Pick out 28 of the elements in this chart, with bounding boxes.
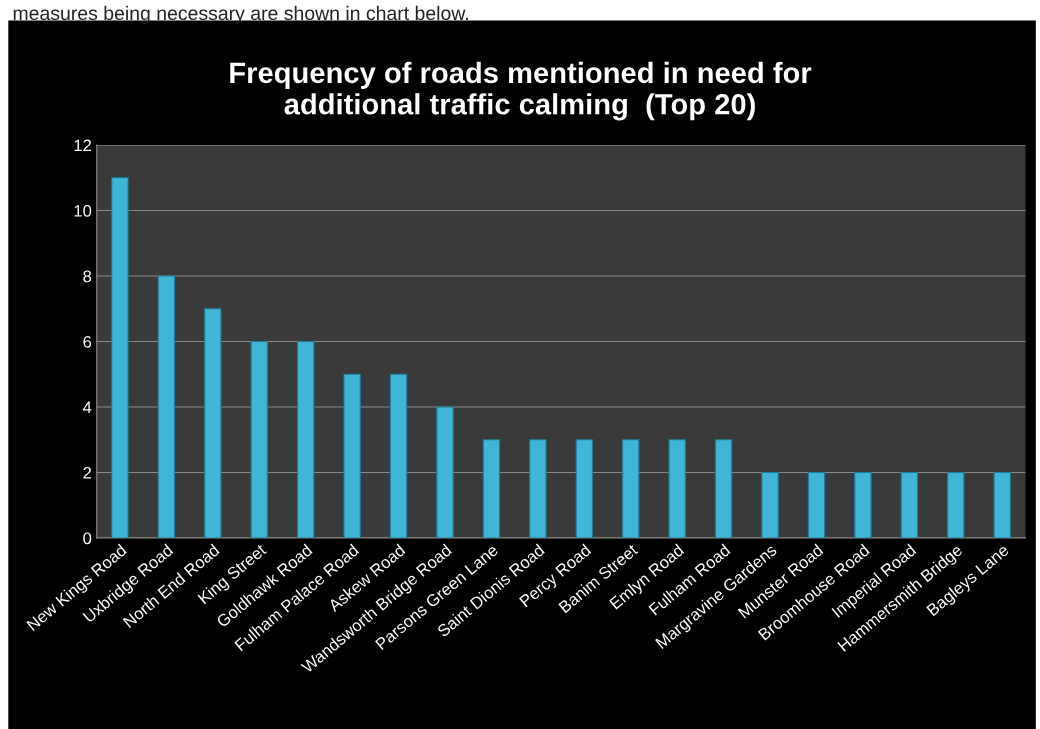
y-tick-label: 8 [83,270,92,283]
bar [529,439,547,538]
y-tick-label: 12 [74,139,92,152]
bar [204,308,222,538]
y-tick-label: 0 [83,532,92,545]
bar [575,439,593,538]
y-tick-label: 2 [83,466,92,479]
bar [436,406,454,538]
bar [761,471,779,538]
bar [343,373,361,538]
bar [482,439,501,538]
y-tick-label: 10 [74,204,92,217]
chart-title: Frequency of roads mentioned in need for additional traffic calming (Top 20) [230,61,812,121]
bar [807,471,826,538]
bar [157,275,176,538]
bar [714,439,733,538]
bar [947,471,965,538]
bar [900,471,919,538]
bar [250,340,268,538]
bar [668,439,686,538]
bar [297,340,315,538]
bar [993,471,1011,538]
y-tick-label: 6 [83,335,92,348]
bar [854,471,872,538]
bar [622,439,640,538]
y-tick-label: 4 [82,401,92,414]
bar [389,373,408,538]
bar [111,177,129,538]
